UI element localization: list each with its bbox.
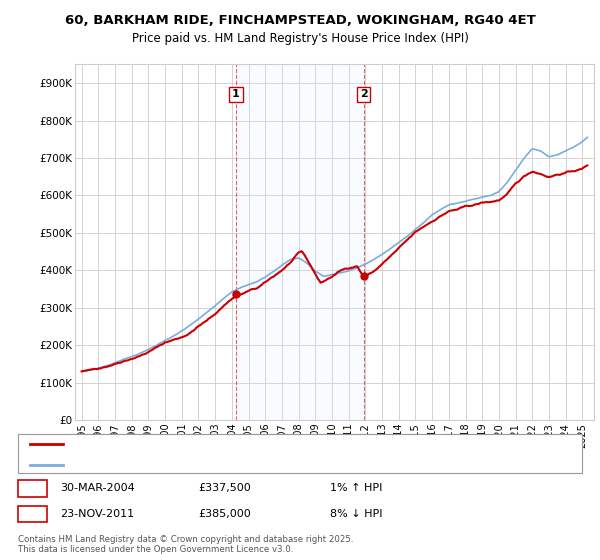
Text: 30-MAR-2004: 30-MAR-2004 xyxy=(60,483,135,493)
Text: 2: 2 xyxy=(360,90,368,99)
Text: 1: 1 xyxy=(28,482,37,495)
Text: 60, BARKHAM RIDE, FINCHAMPSTEAD, WOKINGHAM, RG40 4ET (detached house): 60, BARKHAM RIDE, FINCHAMPSTEAD, WOKINGH… xyxy=(69,438,466,449)
Text: HPI: Average price, detached house, Wokingham: HPI: Average price, detached house, Woki… xyxy=(69,460,307,470)
Text: 2: 2 xyxy=(28,507,37,521)
Text: 1: 1 xyxy=(232,90,240,99)
Text: 60, BARKHAM RIDE, FINCHAMPSTEAD, WOKINGHAM, RG40 4ET: 60, BARKHAM RIDE, FINCHAMPSTEAD, WOKINGH… xyxy=(65,14,535,27)
Bar xyxy=(236,64,364,420)
Text: 23-NOV-2011: 23-NOV-2011 xyxy=(60,509,134,519)
Text: £385,000: £385,000 xyxy=(198,509,251,519)
Text: Contains HM Land Registry data © Crown copyright and database right 2025.
This d: Contains HM Land Registry data © Crown c… xyxy=(18,535,353,554)
Text: 8% ↓ HPI: 8% ↓ HPI xyxy=(330,509,383,519)
Text: 1% ↑ HPI: 1% ↑ HPI xyxy=(330,483,382,493)
Text: Price paid vs. HM Land Registry's House Price Index (HPI): Price paid vs. HM Land Registry's House … xyxy=(131,32,469,45)
Text: £337,500: £337,500 xyxy=(198,483,251,493)
